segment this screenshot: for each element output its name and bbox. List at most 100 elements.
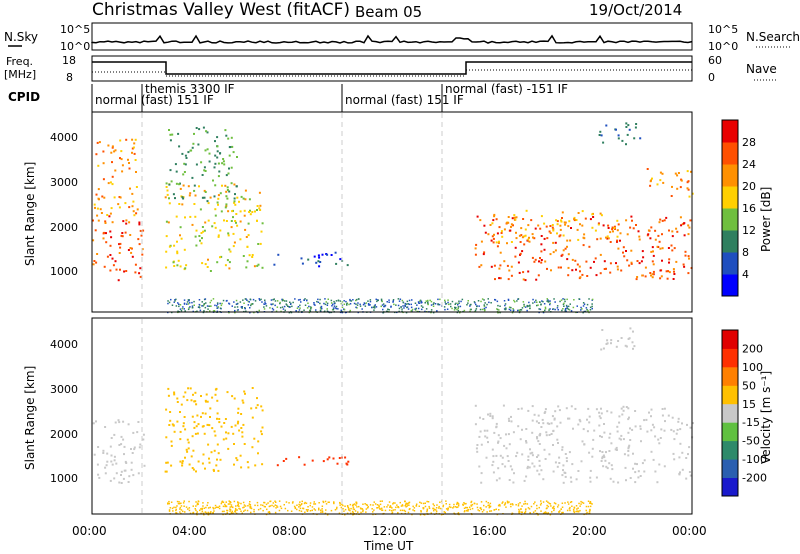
power-ground-cell bbox=[538, 308, 540, 310]
velocity-ground-cell bbox=[479, 507, 482, 509]
power-ground-cell bbox=[395, 304, 397, 306]
velocity-cell bbox=[495, 479, 498, 482]
velocity-cell bbox=[338, 457, 341, 459]
power-ground-cell bbox=[475, 303, 477, 306]
velocity-cell bbox=[679, 442, 682, 445]
power-cell bbox=[317, 254, 320, 257]
power-ground-cell bbox=[203, 310, 205, 312]
velocity-cell bbox=[525, 440, 527, 442]
velocity-cell bbox=[558, 462, 561, 464]
velocity-ground-cell bbox=[256, 501, 259, 504]
velocity-ground-cell bbox=[343, 510, 345, 512]
velocity-cell bbox=[679, 471, 681, 474]
power-ground-cell bbox=[300, 301, 302, 303]
power-cell bbox=[651, 246, 654, 249]
power-cell bbox=[216, 150, 219, 153]
velocity-cell bbox=[507, 417, 510, 420]
power-cell bbox=[661, 233, 663, 236]
nave-label: Nave bbox=[746, 62, 777, 76]
velocity-ground-cell bbox=[367, 506, 369, 508]
velocity-cell bbox=[556, 438, 559, 441]
velocity-cell bbox=[209, 407, 212, 410]
velocity-ground-cell bbox=[300, 510, 303, 512]
cpid-label: CPID bbox=[8, 90, 40, 104]
velocity-ground-cell bbox=[197, 503, 199, 505]
power-cell bbox=[598, 134, 601, 136]
velocity-cell bbox=[489, 415, 492, 417]
velocity-ground-cell bbox=[457, 502, 459, 504]
power-cell bbox=[676, 230, 679, 233]
velocity-cell bbox=[616, 430, 619, 433]
velocity-ground-cell bbox=[489, 510, 491, 512]
velocity-cell bbox=[182, 395, 185, 398]
power-ground-cell bbox=[512, 310, 514, 312]
power-cell bbox=[523, 235, 526, 238]
velocity-cell bbox=[106, 452, 109, 455]
power-cell bbox=[103, 196, 106, 199]
power-cell bbox=[128, 221, 131, 224]
power-ground-cell bbox=[217, 306, 220, 308]
power-ground-cell bbox=[429, 299, 431, 302]
power-ground-cell bbox=[498, 309, 500, 311]
power-cell bbox=[182, 196, 185, 199]
power-cell bbox=[512, 224, 514, 227]
velocity-ground-cell bbox=[320, 509, 322, 511]
power-ground-cell bbox=[591, 305, 593, 308]
velocity-ground-cell bbox=[292, 501, 294, 503]
velocity-cell bbox=[510, 420, 513, 423]
power-cell bbox=[183, 248, 186, 251]
power-ground-cell bbox=[478, 305, 480, 307]
power-ground-cell bbox=[586, 303, 589, 306]
velocity-ground-cell bbox=[244, 509, 246, 511]
power-ground-cell bbox=[349, 298, 351, 301]
velocity-cell bbox=[132, 431, 135, 434]
power-cell bbox=[277, 253, 280, 256]
power-cell bbox=[661, 259, 663, 262]
velocity-ground-cell bbox=[530, 505, 533, 508]
power-ground-cell bbox=[392, 300, 394, 302]
power-cell bbox=[132, 200, 135, 203]
power-ground-cell bbox=[470, 308, 472, 311]
velocity-cell bbox=[328, 456, 331, 459]
power-cell bbox=[569, 239, 572, 242]
velocity-cell bbox=[516, 451, 519, 454]
velocity-ground-cell bbox=[276, 506, 279, 508]
velocity-cell bbox=[650, 450, 653, 453]
velocity-cell bbox=[526, 467, 529, 470]
power-cell bbox=[234, 193, 236, 196]
velocity-cell bbox=[519, 438, 522, 441]
power-cell bbox=[616, 219, 619, 222]
velocity-cell bbox=[139, 443, 142, 446]
velocity-cell bbox=[672, 430, 675, 433]
velocity-ground-cell bbox=[439, 501, 441, 503]
velocity-cell bbox=[253, 437, 256, 440]
velocity-cell bbox=[632, 452, 634, 455]
velocity-ground-cell bbox=[406, 505, 408, 507]
velocity-cell bbox=[627, 431, 630, 434]
velocity-y-label: Slant Range [km] bbox=[23, 366, 37, 470]
velocity-cell bbox=[536, 469, 539, 472]
power-ground-cell bbox=[371, 306, 373, 309]
velocity-cell bbox=[654, 470, 657, 473]
power-cell bbox=[189, 149, 192, 152]
velocity-cell bbox=[632, 467, 634, 470]
power-cell bbox=[606, 237, 609, 240]
power-cell bbox=[564, 221, 567, 224]
power-cell bbox=[244, 228, 247, 231]
velocity-cell bbox=[233, 397, 236, 400]
velocity-ground-cell bbox=[182, 502, 185, 504]
velocity-ground-cell bbox=[392, 502, 395, 504]
power-ground-cell bbox=[548, 309, 550, 312]
velocity-cell bbox=[615, 345, 618, 348]
velocity-ground-cell bbox=[357, 511, 359, 513]
velocity-cell bbox=[241, 431, 244, 434]
power-cell bbox=[193, 189, 196, 192]
power-cell bbox=[207, 202, 210, 205]
power-cell bbox=[244, 198, 247, 201]
power-ground-cell bbox=[504, 307, 507, 309]
power-ground-cell bbox=[183, 299, 186, 301]
power-cell bbox=[108, 215, 111, 218]
velocity-cell bbox=[653, 426, 656, 429]
velocity-cell bbox=[679, 428, 682, 431]
velocity-ground-cell bbox=[519, 502, 521, 504]
